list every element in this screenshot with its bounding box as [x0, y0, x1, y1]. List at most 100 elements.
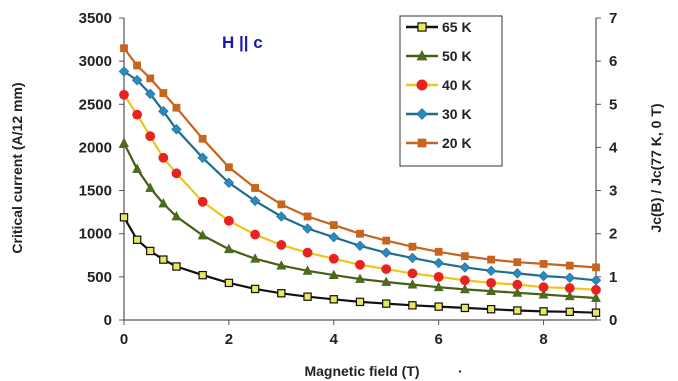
data-point [277, 200, 286, 209]
legend-label: 20 K [442, 135, 472, 151]
data-point [380, 247, 392, 258]
y2-tick-label: 6 [609, 53, 617, 70]
data-point [591, 292, 601, 302]
data-point [144, 88, 156, 100]
data-point [119, 89, 129, 100]
data-point [251, 184, 260, 192]
data-point [171, 124, 182, 135]
data-point [118, 66, 130, 77]
data-point [276, 240, 287, 250]
data-point [197, 152, 208, 164]
y-tick-label: 3500 [79, 10, 112, 27]
data-point [433, 281, 444, 292]
series-layer [118, 44, 602, 317]
x-tick-label: 2 [225, 331, 233, 348]
data-point [592, 263, 600, 272]
data-point [145, 131, 156, 142]
data-point [355, 259, 365, 270]
data-point [198, 270, 207, 280]
data-point [328, 231, 340, 243]
data-point [539, 260, 548, 268]
data-point [460, 252, 469, 261]
data-point [250, 284, 260, 294]
data-point [538, 289, 549, 299]
x-tick-label: 4 [330, 331, 339, 348]
data-point [434, 302, 443, 311]
data-point [146, 246, 155, 256]
legend-box [399, 15, 503, 167]
data-point [512, 279, 523, 290]
data-point [356, 229, 364, 238]
data-point [417, 138, 427, 148]
data-point [407, 279, 418, 289]
data-point [407, 252, 418, 264]
data-point [132, 163, 143, 173]
x-axis-title: Magnetic field (T) [304, 363, 419, 379]
data-point [223, 243, 234, 254]
data-point [416, 49, 428, 61]
data-point [172, 103, 181, 112]
legend-label: 30 K [442, 106, 472, 122]
legend: 65 K 50 K 40 K 30 K 20 K [399, 15, 503, 167]
legend-label: 40 K [442, 77, 472, 93]
data-point [486, 285, 497, 295]
data-point [486, 305, 496, 314]
data-point [408, 242, 417, 251]
legend-item: 50 K [406, 48, 472, 64]
data-point [172, 262, 181, 271]
y-tick-label: 1500 [79, 183, 112, 200]
data-point [564, 283, 575, 293]
data-point [591, 308, 601, 317]
x-tick-label: 0 [120, 331, 128, 348]
series-20k [120, 44, 600, 272]
annotation-label: H || c [222, 33, 263, 52]
data-point [250, 229, 261, 240]
data-point [513, 306, 522, 315]
data-point [416, 79, 428, 91]
data-point [132, 235, 142, 244]
data-point [485, 265, 497, 277]
data-point [564, 290, 575, 301]
y-tick-label: 2000 [79, 139, 112, 156]
data-point [328, 269, 339, 280]
y2-tick-label: 0 [609, 312, 617, 329]
series-50k [119, 137, 601, 302]
data-point [538, 282, 549, 293]
data-point [224, 278, 234, 288]
data-point [146, 74, 155, 83]
y-tick-label: 3000 [79, 53, 112, 70]
data-point [158, 152, 169, 163]
y2-tick-label: 4 [609, 139, 618, 156]
series-30k [118, 66, 602, 286]
data-point [565, 307, 574, 317]
data-point [249, 195, 261, 207]
data-point [145, 182, 156, 192]
data-point [158, 105, 169, 117]
data-point [408, 301, 417, 310]
data-point [459, 275, 470, 286]
data-point [276, 211, 287, 222]
data-point [355, 297, 365, 307]
data-point [224, 163, 233, 172]
data-point [223, 215, 234, 226]
legend-item: 40 K [406, 77, 472, 93]
data-point [355, 273, 365, 283]
data-point [303, 212, 312, 221]
data-point [302, 223, 313, 234]
legend-item: 65 K [406, 19, 472, 35]
data-point [381, 276, 392, 286]
data-point [459, 283, 470, 294]
data-point [416, 108, 428, 120]
data-point [133, 61, 142, 70]
y-tick-label: 2500 [79, 96, 112, 113]
data-point [171, 168, 182, 179]
data-point [159, 255, 168, 264]
data-point [407, 268, 418, 279]
data-point [171, 211, 182, 221]
data-point [158, 198, 169, 208]
data-point [197, 196, 208, 207]
y-axis-title: Critical current (A/12 mm) [9, 82, 25, 253]
y2-axis-title: Jc(B) / Jc(77 K, 0 T) [648, 103, 664, 232]
data-point [565, 261, 574, 270]
